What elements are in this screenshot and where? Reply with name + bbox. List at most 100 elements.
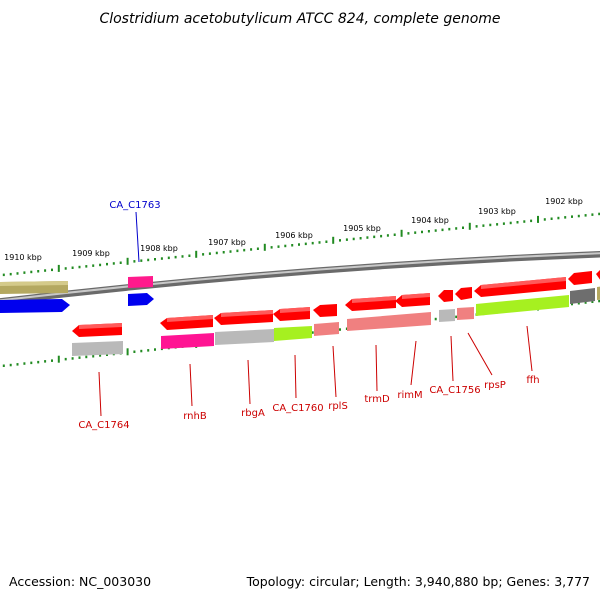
ruler-label: 1903 kbp: [478, 207, 516, 216]
ruler-minor-tick: [85, 265, 88, 268]
ruler-minor-tick: [243, 248, 246, 252]
ruler-minor-tick: [571, 302, 573, 306]
ruler-minor-tick: [359, 237, 362, 240]
reverse-strand-features-row2: [72, 286, 600, 356]
ruler-minor-tick: [208, 252, 211, 255]
gene-label[interactable]: rpsP: [484, 380, 506, 391]
ruler-minor-tick: [393, 233, 396, 236]
gene-label[interactable]: CA_C1764: [78, 420, 129, 431]
feature-rplS[interactable]: [314, 322, 339, 336]
gene-CA_C1756[interactable]: [438, 290, 453, 302]
gene-label[interactable]: CA_C1756: [429, 385, 480, 396]
ruler-minor-tick: [222, 251, 225, 254]
gene-label[interactable]: CA_C1760: [272, 403, 323, 414]
gene-blue-large[interactable]: [0, 299, 70, 313]
ruler-major-tick: [126, 348, 129, 356]
gene-label[interactable]: rimM: [397, 390, 422, 401]
ruler-major-tick: [400, 229, 403, 237]
ruler-minor-tick: [373, 235, 376, 239]
ruler-minor-tick: [99, 354, 102, 357]
ruler-minor-tick: [523, 220, 526, 223]
ruler-major-tick: [57, 264, 60, 272]
ruler-minor-tick: [64, 267, 67, 270]
ruler-major-tick: [126, 257, 129, 265]
ruler-minor-tick: [256, 247, 259, 250]
feature-CA_C1760[interactable]: [274, 326, 312, 341]
genome-backbone: [0, 250, 600, 305]
gene-rpsP[interactable]: [455, 287, 472, 300]
ruler-minor-tick: [188, 254, 191, 257]
gene-CA_C1763[interactable]: [128, 276, 153, 288]
ruler-minor-tick: [44, 269, 47, 272]
feature-CA_C1764[interactable]: [72, 341, 123, 356]
ruler-minor-tick: [584, 214, 587, 217]
ruler-minor-tick: [414, 231, 417, 234]
ruler-minor-tick: [23, 362, 26, 365]
gene-next[interactable]: [568, 271, 592, 285]
ruler-minor-tick: [339, 239, 341, 242]
gene-edge[interactable]: [596, 269, 600, 281]
ruler-minor-tick: [598, 212, 600, 216]
feature-ffh[interactable]: [476, 295, 569, 316]
gene-rplS[interactable]: [313, 304, 337, 317]
ruler-minor-tick: [270, 246, 273, 249]
ruler-minor-tick: [577, 302, 580, 305]
ruler-major-tick: [537, 215, 539, 223]
gene-label[interactable]: rnhB: [183, 411, 207, 422]
ruler-minor-tick: [92, 264, 95, 267]
ruler-minor-tick: [311, 241, 314, 245]
ruler-minor-tick: [434, 229, 437, 232]
ruler-label: 1907 kbp: [208, 238, 246, 247]
ruler-minor-tick: [78, 356, 81, 359]
ruler-minor-tick: [85, 355, 88, 359]
ruler-minor-tick: [277, 245, 280, 248]
ruler-minor-tick: [380, 234, 383, 238]
gene-label[interactable]: trmD: [364, 394, 390, 405]
ruler-minor-tick: [215, 251, 218, 255]
ruler-minor-tick: [154, 348, 156, 351]
ruler-label: 1905 kbp: [343, 224, 381, 233]
ruler-minor-tick: [291, 244, 294, 247]
ruler-minor-tick: [311, 331, 314, 334]
feature-CA_C1756[interactable]: [439, 309, 455, 322]
gene-blue-small[interactable]: [128, 293, 154, 306]
ruler-minor-tick: [99, 263, 102, 267]
feature-edge[interactable]: [597, 286, 600, 300]
gene-label[interactable]: ffh: [526, 375, 539, 386]
ruler-minor-tick: [119, 261, 122, 264]
ruler-minor-tick: [427, 230, 430, 233]
gene-labels: CA_C1763 CA_C1764 rnhB rbgA CA_C1760 rpl…: [78, 200, 539, 431]
ruler-minor-tick: [250, 248, 253, 251]
ruler-minor-tick: [434, 317, 437, 321]
ruler-minor-tick: [284, 244, 287, 248]
gene-label[interactable]: rbgA: [241, 408, 265, 419]
ruler-minor-tick: [106, 353, 108, 356]
feature-rnhB[interactable]: [161, 333, 214, 349]
ruler-minor-tick: [298, 243, 300, 246]
ruler-minor-tick: [564, 216, 567, 219]
ruler-minor-tick: [106, 262, 108, 266]
gene-label[interactable]: CA_C1763: [109, 200, 160, 211]
forward-strand-genes: [0, 276, 154, 313]
ruler-minor-tick: [571, 215, 573, 218]
ruler-major-tick: [57, 355, 60, 363]
ruler-label: 1910 kbp: [4, 253, 42, 262]
ruler-label: 1908 kbp: [140, 244, 178, 253]
ruler-minor-tick: [482, 224, 485, 227]
ruler-minor-tick: [37, 360, 40, 364]
ruler-major-tick: [263, 243, 266, 251]
ruler-minor-tick: [181, 255, 184, 258]
feature-rpsP[interactable]: [457, 307, 474, 320]
ruler-minor-tick: [2, 273, 5, 277]
feature-trmD-rimM[interactable]: [347, 312, 431, 331]
feature-rbgA[interactable]: [215, 329, 274, 345]
ruler-minor-tick: [71, 266, 74, 269]
feature-next[interactable]: [570, 288, 595, 304]
gene-label[interactable]: rplS: [328, 401, 348, 412]
ruler-minor-tick: [557, 216, 560, 220]
ruler-minor-tick: [407, 232, 410, 235]
ruler-minor-tick: [30, 270, 33, 274]
ruler-minor-tick: [339, 328, 341, 331]
ruler-minor-tick: [64, 357, 67, 361]
ruler-minor-tick: [462, 226, 464, 229]
